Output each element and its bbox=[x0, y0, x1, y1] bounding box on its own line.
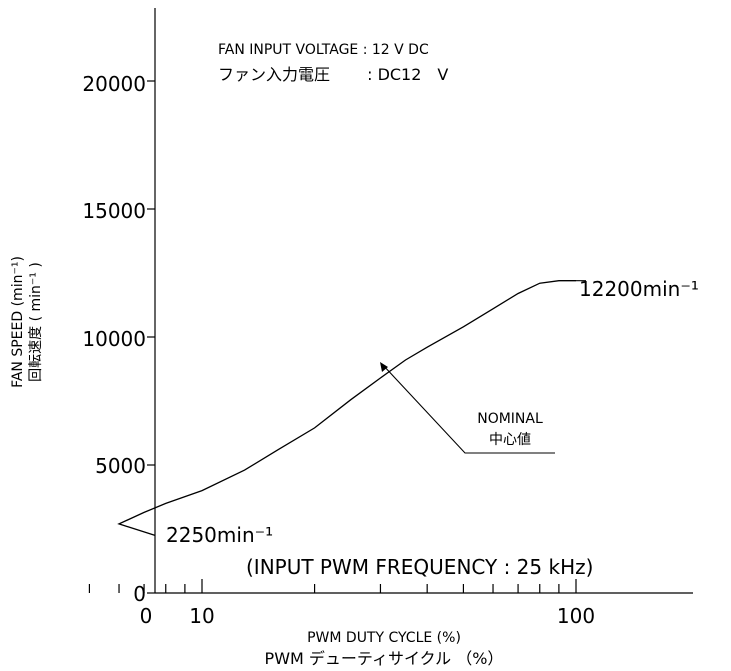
voltage-note-jp: ファン入力電圧 : DC12 V bbox=[218, 65, 448, 84]
x-axis-title: PWM DUTY CYCLE (%) bbox=[307, 630, 461, 646]
nominal-arrowhead bbox=[380, 362, 388, 372]
x-axis-ticks bbox=[88, 579, 577, 593]
nominal-leader-line bbox=[381, 363, 555, 454]
y-tick-label-0: 0 bbox=[133, 582, 146, 606]
nominal-label-jp: 中心値 bbox=[489, 432, 531, 448]
nominal-label-en: NOMINAL bbox=[477, 411, 543, 427]
y-tick-label-5000: 5000 bbox=[95, 454, 146, 478]
start-value-label: 2250min⁻¹ bbox=[166, 523, 273, 547]
pwm-frequency-note: (INPUT PWM FREQUENCY : 25 kHz) bbox=[246, 555, 593, 579]
y-axis-title-jp: 回転速度 ( min⁻¹ ) bbox=[28, 262, 44, 382]
series-line-nominal bbox=[117, 280, 576, 537]
nominal-callout: NOMINAL 中心値 bbox=[380, 362, 555, 454]
x-tick-label-10: 10 bbox=[189, 604, 214, 628]
y-tick-label-20000: 20000 bbox=[82, 72, 146, 96]
end-value-label: 12200min⁻¹ bbox=[579, 277, 699, 301]
voltage-note-en: FAN INPUT VOLTAGE : 12 V DC bbox=[218, 42, 429, 58]
y-tick-label-10000: 10000 bbox=[82, 327, 146, 351]
y-axis-title: FAN SPEED (min⁻¹) bbox=[10, 256, 26, 388]
x-axis-title-jp: PWM デューティサイクル （%） bbox=[265, 649, 504, 668]
y-axis-ticks bbox=[147, 80, 155, 594]
x-tick-label-0: 0 bbox=[140, 604, 153, 628]
y-tick-label-15000: 15000 bbox=[82, 199, 146, 223]
x-tick-label-100: 100 bbox=[557, 604, 595, 628]
